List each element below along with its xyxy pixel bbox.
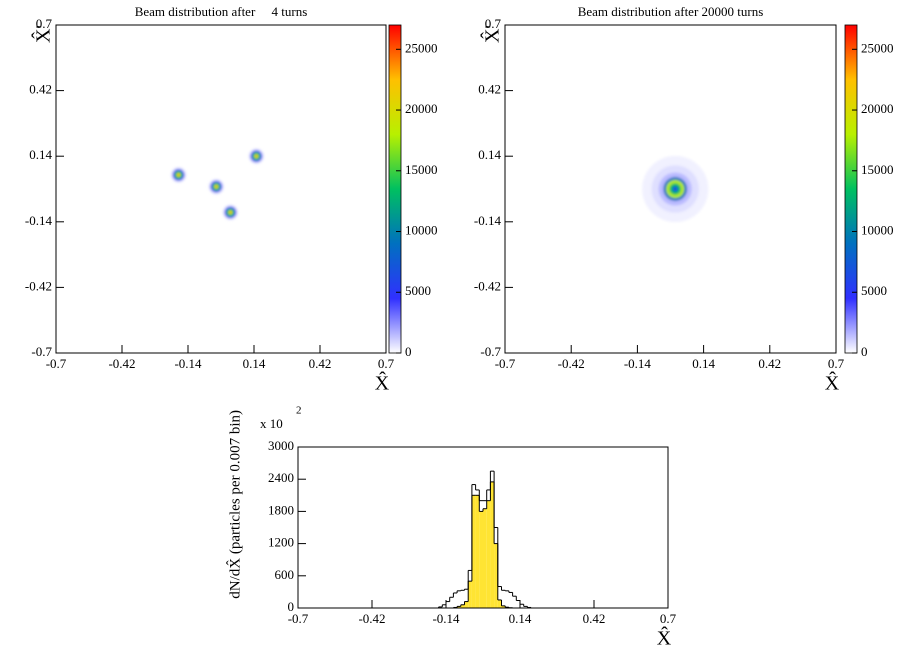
y-axis-label: X̂' (31, 25, 55, 43)
x-tick-label: -0.14 (174, 356, 202, 371)
y-tick-label: -0.14 (474, 213, 502, 228)
colorbar-tick-label: 25000 (405, 40, 438, 55)
x-tick-label: -0.7 (46, 356, 67, 371)
colorbar-tick-label: 5000 (861, 283, 887, 298)
plot-frame (297, 446, 669, 609)
colorbar-tick-label: 10000 (405, 223, 438, 238)
plot-area (642, 155, 709, 223)
colorbar-tick-label: 20000 (405, 101, 438, 116)
x-tick-label: -0.42 (558, 356, 585, 371)
y-axis-label: X̂' (480, 25, 504, 43)
colorbar-tick-label: 15000 (405, 162, 438, 177)
histogram-bar (471, 495, 476, 608)
y-multiplier: x 10 (260, 416, 283, 431)
histogram-bar (494, 543, 498, 608)
blob (248, 148, 264, 164)
plot-area (427, 470, 539, 608)
y-tick-label: 0.14 (478, 147, 501, 162)
x-tick-label: 0.14 (509, 611, 532, 626)
y-tick-label: 0.42 (29, 82, 52, 97)
colorbar-tick-label: 5000 (405, 283, 431, 298)
x-tick-label: -0.7 (288, 611, 309, 626)
y-tick-label: 2400 (268, 470, 294, 485)
colorbar-tick-label: 20000 (861, 101, 894, 116)
blob (171, 167, 187, 183)
plot-area (171, 148, 264, 220)
y-exponent: 2 (296, 405, 302, 417)
y-tick-label: 0.7 (485, 16, 502, 31)
y-tick-label: 3000 (268, 438, 294, 453)
histogram-bar (479, 511, 483, 608)
y-tick-label: 1200 (268, 535, 294, 550)
colorbar-tick-label: 15000 (861, 162, 894, 177)
x-tick-label: 0.42 (583, 611, 606, 626)
histogram-bar (497, 599, 502, 608)
x-tick-label: 0.14 (692, 356, 715, 371)
histogram-bar (486, 500, 491, 608)
colorbar (844, 24, 858, 354)
x-axis-label: X̂ (825, 371, 840, 395)
x-tick-label: -0.7 (495, 356, 516, 371)
y-tick-label: -0.42 (25, 278, 52, 293)
plot-frame (504, 24, 837, 354)
colorbar (388, 24, 402, 354)
x-tick-label: 0.7 (378, 356, 395, 371)
histogram-bar (483, 508, 487, 608)
x-tick-label: 0.7 (828, 356, 845, 371)
histogram-bar (468, 581, 472, 608)
y-tick-label: 0 (288, 599, 295, 614)
x-tick-label: -0.14 (432, 611, 460, 626)
colorbar-tick-label: 0 (405, 344, 412, 359)
y-tick-label: 0.42 (478, 82, 501, 97)
density-ring (672, 186, 679, 192)
y-tick-label: -0.42 (474, 278, 501, 293)
x-axis-label: X̂ (657, 626, 672, 650)
density-ring (176, 173, 181, 177)
histogram-bar (457, 606, 461, 608)
y-tick-label: -0.7 (31, 344, 52, 359)
y-tick-label: -0.14 (25, 213, 53, 228)
x-tick-label: -0.42 (108, 356, 135, 371)
y-tick-label: 0.14 (29, 147, 52, 162)
y-axis-label: dN/dX̂ (particles per 0.007 bin) (227, 410, 244, 599)
x-tick-label: 0.7 (660, 611, 677, 626)
blob (208, 179, 224, 195)
histogram-bar (460, 604, 465, 608)
histogram-bar (464, 601, 469, 608)
blob (642, 155, 709, 223)
blob (222, 204, 238, 220)
x-tick-label: 0.42 (758, 356, 781, 371)
y-tick-label: -0.7 (480, 344, 501, 359)
y-tick-label: 600 (275, 567, 295, 582)
colorbar-tick-label: 10000 (861, 223, 894, 238)
density-ring (254, 154, 259, 159)
chart-title: Beam distribution after 20000 turns (578, 4, 764, 19)
plot-frame (55, 24, 387, 354)
density-ring (214, 184, 219, 189)
y-tick-label: 0.7 (36, 16, 53, 31)
x-tick-label: -0.14 (624, 356, 652, 371)
x-tick-label: 0.42 (309, 356, 332, 371)
x-axis-label: X̂ (375, 371, 390, 395)
histogram-bar (475, 495, 480, 608)
histogram-bar (490, 481, 495, 608)
colorbar-tick-label: 0 (861, 344, 868, 359)
x-tick-label: -0.42 (358, 611, 385, 626)
chart-title: Beam distribution after 4 turns (135, 4, 308, 19)
density-ring (228, 210, 233, 215)
y-tick-label: 1800 (268, 502, 294, 517)
colorbar-tick-label: 25000 (861, 40, 894, 55)
histogram-bar (501, 605, 506, 608)
x-tick-label: 0.14 (243, 356, 266, 371)
